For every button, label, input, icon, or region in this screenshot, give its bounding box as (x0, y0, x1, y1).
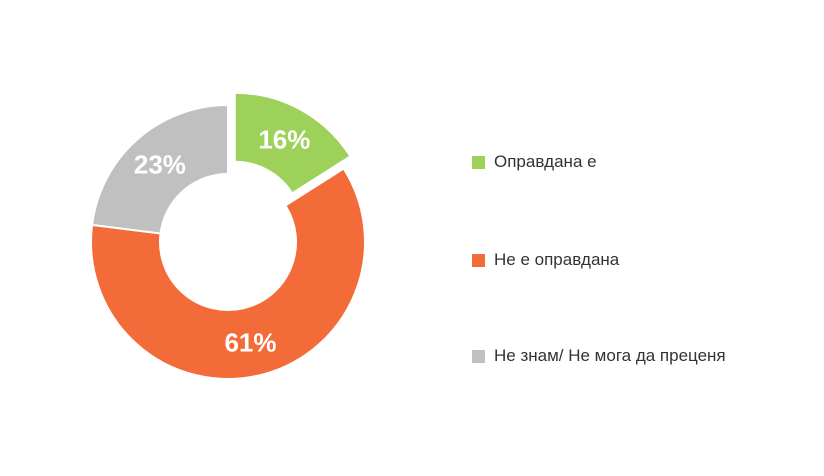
legend-swatch-orange (472, 253, 485, 267)
slice-label: 61% (224, 328, 276, 358)
slice-opravdana (233, 91, 352, 195)
slice-label: 16% (258, 124, 310, 154)
slice-label: 23% (134, 150, 186, 180)
slice-ne-e-opravdana (90, 167, 366, 380)
legend-swatch-gray (472, 349, 485, 363)
legend-item-ne-e-opravdana: Не е оправдана (472, 250, 619, 270)
legend-label: Не знам/ Не мога да преценя (494, 346, 726, 365)
slice-ne-znam (90, 103, 229, 235)
legend-label: Не е оправдана (494, 250, 620, 269)
legend-item-ne-znam: Не знам/ Не мога да преценя (472, 346, 726, 366)
legend-swatch-green (472, 155, 485, 169)
legend-label: Оправдана е (494, 152, 597, 171)
legend-item-opravdana: Оправдана е (472, 152, 597, 172)
